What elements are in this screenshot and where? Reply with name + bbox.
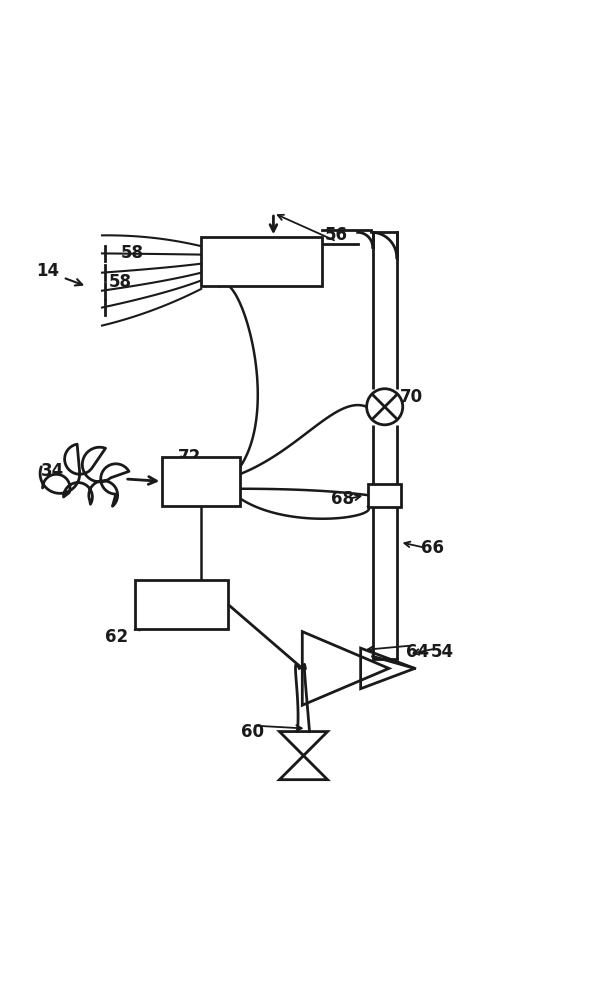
Bar: [202, 237, 322, 286]
Text: 34: 34: [41, 462, 64, 480]
Bar: [135, 580, 228, 629]
Bar: [162, 457, 240, 506]
Text: 56: 56: [325, 226, 348, 244]
Text: 62: 62: [106, 628, 129, 646]
Text: 58: 58: [121, 244, 144, 262]
Text: 58: 58: [109, 273, 132, 291]
Text: 70: 70: [400, 388, 423, 406]
Circle shape: [367, 389, 402, 425]
Text: 68: 68: [331, 490, 354, 508]
Text: 14: 14: [36, 262, 59, 280]
Text: 64: 64: [406, 643, 429, 661]
Text: 66: 66: [421, 539, 444, 557]
Text: 54: 54: [430, 643, 453, 661]
Text: 72: 72: [178, 448, 201, 466]
Bar: [368, 484, 401, 507]
Text: 60: 60: [241, 723, 264, 741]
